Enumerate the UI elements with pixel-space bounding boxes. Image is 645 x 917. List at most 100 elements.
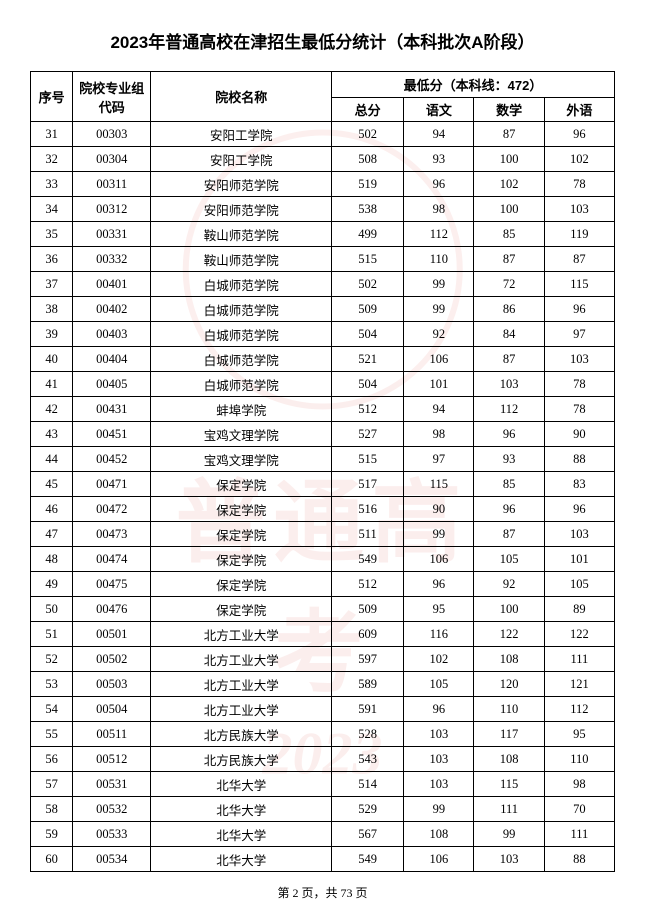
cell-chinese: 106 [404, 847, 474, 872]
cell-math: 84 [474, 322, 544, 347]
cell-seq: 36 [31, 247, 73, 272]
cell-chinese: 101 [404, 372, 474, 397]
cell-code: 00531 [73, 772, 151, 797]
cell-code: 00473 [73, 522, 151, 547]
cell-math: 115 [474, 772, 544, 797]
cell-name: 北方工业大学 [151, 672, 332, 697]
cell-code: 00512 [73, 747, 151, 772]
cell-foreign: 115 [544, 272, 614, 297]
table-row: 5700531北华大学51410311598 [31, 772, 615, 797]
cell-name: 北华大学 [151, 772, 332, 797]
cell-code: 00331 [73, 222, 151, 247]
th-math: 数学 [474, 98, 544, 122]
cell-code: 00452 [73, 447, 151, 472]
cell-foreign: 70 [544, 797, 614, 822]
cell-math: 87 [474, 247, 544, 272]
cell-math: 103 [474, 847, 544, 872]
cell-total: 597 [332, 647, 404, 672]
cell-math: 112 [474, 397, 544, 422]
cell-total: 508 [332, 147, 404, 172]
table-row: 3300311安阳师范学院5199610278 [31, 172, 615, 197]
cell-math: 117 [474, 722, 544, 747]
cell-total: 509 [332, 297, 404, 322]
table-row: 4800474保定学院549106105101 [31, 547, 615, 572]
cell-foreign: 87 [544, 247, 614, 272]
table-row: 4600472保定学院516909696 [31, 497, 615, 522]
cell-code: 00332 [73, 247, 151, 272]
cell-chinese: 94 [404, 122, 474, 147]
cell-foreign: 88 [544, 847, 614, 872]
table-row: 3900403白城师范学院504928497 [31, 322, 615, 347]
cell-seq: 59 [31, 822, 73, 847]
cell-math: 108 [474, 647, 544, 672]
cell-seq: 47 [31, 522, 73, 547]
cell-math: 87 [474, 122, 544, 147]
cell-total: 543 [332, 747, 404, 772]
table-row: 5300503北方工业大学589105120121 [31, 672, 615, 697]
cell-seq: 40 [31, 347, 73, 372]
cell-name: 鞍山师范学院 [151, 247, 332, 272]
cell-seq: 48 [31, 547, 73, 572]
cell-name: 宝鸡文理学院 [151, 447, 332, 472]
cell-total: 589 [332, 672, 404, 697]
cell-seq: 37 [31, 272, 73, 297]
cell-foreign: 97 [544, 322, 614, 347]
cell-code: 00534 [73, 847, 151, 872]
cell-total: 512 [332, 572, 404, 597]
cell-total: 515 [332, 247, 404, 272]
cell-seq: 42 [31, 397, 73, 422]
cell-foreign: 89 [544, 597, 614, 622]
cell-foreign: 78 [544, 397, 614, 422]
cell-foreign: 88 [544, 447, 614, 472]
cell-foreign: 121 [544, 672, 614, 697]
cell-math: 102 [474, 172, 544, 197]
cell-math: 92 [474, 572, 544, 597]
table-row: 3800402白城师范学院509998696 [31, 297, 615, 322]
cell-name: 安阳工学院 [151, 122, 332, 147]
cell-math: 96 [474, 497, 544, 522]
cell-code: 00504 [73, 697, 151, 722]
cell-name: 保定学院 [151, 547, 332, 572]
cell-code: 00404 [73, 347, 151, 372]
cell-seq: 55 [31, 722, 73, 747]
cell-total: 516 [332, 497, 404, 522]
cell-name: 保定学院 [151, 497, 332, 522]
cell-chinese: 93 [404, 147, 474, 172]
cell-code: 00403 [73, 322, 151, 347]
cell-name: 白城师范学院 [151, 272, 332, 297]
cell-seq: 45 [31, 472, 73, 497]
table-row: 4300451宝鸡文理学院527989690 [31, 422, 615, 447]
th-group: 最低分（本科线：472） [332, 72, 615, 98]
cell-code: 00304 [73, 147, 151, 172]
cell-code: 00472 [73, 497, 151, 522]
cell-chinese: 90 [404, 497, 474, 522]
table-row: 5000476保定学院5099510089 [31, 597, 615, 622]
cell-foreign: 96 [544, 122, 614, 147]
cell-code: 00402 [73, 297, 151, 322]
cell-total: 521 [332, 347, 404, 372]
cell-name: 蚌埠学院 [151, 397, 332, 422]
cell-chinese: 106 [404, 547, 474, 572]
cell-foreign: 119 [544, 222, 614, 247]
cell-chinese: 103 [404, 722, 474, 747]
cell-chinese: 97 [404, 447, 474, 472]
cell-code: 00533 [73, 822, 151, 847]
table-row: 5400504北方工业大学59196110112 [31, 697, 615, 722]
score-table: 序号 院校专业组代码 院校名称 最低分（本科线：472） 总分 语文 数学 外语… [30, 71, 615, 872]
cell-total: 549 [332, 547, 404, 572]
cell-code: 00303 [73, 122, 151, 147]
cell-total: 511 [332, 522, 404, 547]
cell-name: 保定学院 [151, 597, 332, 622]
cell-seq: 46 [31, 497, 73, 522]
cell-math: 105 [474, 547, 544, 572]
cell-foreign: 96 [544, 497, 614, 522]
table-body: 3100303安阳工学院5029487963200304安阳工学院5089310… [31, 122, 615, 872]
cell-math: 100 [474, 597, 544, 622]
cell-total: 509 [332, 597, 404, 622]
table-row: 5500511北方民族大学52810311795 [31, 722, 615, 747]
cell-seq: 35 [31, 222, 73, 247]
cell-chinese: 94 [404, 397, 474, 422]
cell-code: 00311 [73, 172, 151, 197]
cell-chinese: 98 [404, 422, 474, 447]
cell-name: 安阳师范学院 [151, 172, 332, 197]
